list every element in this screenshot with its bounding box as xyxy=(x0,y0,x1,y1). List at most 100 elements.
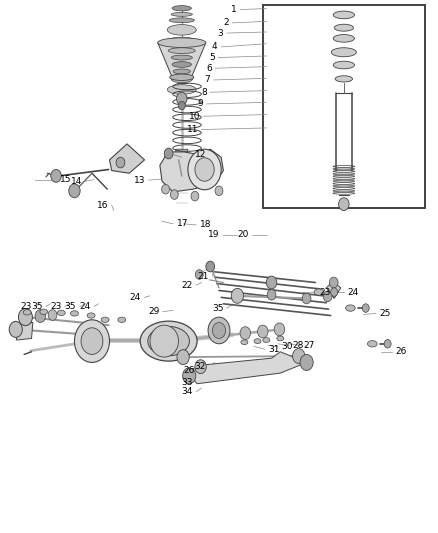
Circle shape xyxy=(188,149,221,190)
Ellipse shape xyxy=(170,74,194,80)
Text: 14: 14 xyxy=(71,177,82,185)
Circle shape xyxy=(231,288,244,303)
Ellipse shape xyxy=(167,25,196,35)
Circle shape xyxy=(300,354,313,370)
Text: 19: 19 xyxy=(208,230,220,239)
Circle shape xyxy=(267,289,276,300)
Circle shape xyxy=(170,190,178,199)
Circle shape xyxy=(195,270,203,279)
Circle shape xyxy=(208,317,230,344)
Circle shape xyxy=(18,309,32,326)
Circle shape xyxy=(206,261,215,272)
Polygon shape xyxy=(158,43,206,77)
Text: 24: 24 xyxy=(347,288,359,296)
Text: 10: 10 xyxy=(189,112,200,120)
Ellipse shape xyxy=(23,310,31,315)
Circle shape xyxy=(9,321,22,337)
Text: 2: 2 xyxy=(223,19,229,27)
Ellipse shape xyxy=(173,69,191,74)
Ellipse shape xyxy=(166,37,197,46)
Circle shape xyxy=(35,310,46,322)
Circle shape xyxy=(384,340,391,348)
Circle shape xyxy=(329,277,338,288)
Circle shape xyxy=(195,158,214,181)
Ellipse shape xyxy=(335,76,353,82)
Polygon shape xyxy=(160,149,223,192)
Circle shape xyxy=(177,350,189,365)
Text: 16: 16 xyxy=(97,201,108,209)
Circle shape xyxy=(323,291,332,302)
Circle shape xyxy=(212,322,226,338)
Ellipse shape xyxy=(367,341,377,347)
Ellipse shape xyxy=(241,340,248,345)
Text: 33: 33 xyxy=(181,378,193,387)
Text: 20: 20 xyxy=(237,230,248,239)
Ellipse shape xyxy=(40,309,48,314)
Polygon shape xyxy=(15,322,33,340)
Ellipse shape xyxy=(171,12,192,17)
Text: 21: 21 xyxy=(198,272,209,280)
Ellipse shape xyxy=(334,25,353,31)
Circle shape xyxy=(164,148,173,159)
Text: 8: 8 xyxy=(201,88,207,96)
Circle shape xyxy=(362,304,369,312)
Text: 26: 26 xyxy=(396,348,407,356)
Ellipse shape xyxy=(168,48,195,53)
Circle shape xyxy=(116,157,125,168)
Text: 15: 15 xyxy=(60,175,72,184)
Text: 9: 9 xyxy=(198,100,203,108)
Ellipse shape xyxy=(314,289,324,295)
Ellipse shape xyxy=(150,325,179,357)
Circle shape xyxy=(339,198,349,211)
Circle shape xyxy=(195,360,206,374)
Ellipse shape xyxy=(254,339,261,344)
Ellipse shape xyxy=(148,326,189,356)
Text: 4: 4 xyxy=(212,43,218,51)
Polygon shape xyxy=(176,149,188,176)
Text: 22: 22 xyxy=(181,281,193,289)
Ellipse shape xyxy=(57,310,65,316)
Ellipse shape xyxy=(331,48,357,56)
Circle shape xyxy=(69,184,80,198)
Ellipse shape xyxy=(333,11,354,19)
Ellipse shape xyxy=(140,321,197,361)
Circle shape xyxy=(266,276,277,289)
Text: 25: 25 xyxy=(379,309,391,318)
Text: 17: 17 xyxy=(177,220,188,228)
Text: 28: 28 xyxy=(293,341,304,350)
Circle shape xyxy=(48,310,57,320)
Text: 27: 27 xyxy=(304,341,315,350)
Ellipse shape xyxy=(158,38,206,47)
Text: 29: 29 xyxy=(148,308,159,316)
Ellipse shape xyxy=(169,18,194,23)
Text: 35: 35 xyxy=(65,302,76,311)
Polygon shape xyxy=(187,352,307,384)
Text: 31: 31 xyxy=(268,345,280,353)
Text: 24: 24 xyxy=(79,302,91,311)
Text: 23: 23 xyxy=(319,288,330,296)
Text: 34: 34 xyxy=(181,387,193,396)
Text: 26: 26 xyxy=(184,366,195,375)
Circle shape xyxy=(81,328,103,354)
Circle shape xyxy=(178,101,185,110)
Text: 5: 5 xyxy=(209,53,215,62)
Text: 30: 30 xyxy=(282,343,293,351)
Ellipse shape xyxy=(167,85,196,94)
Text: 24: 24 xyxy=(130,293,141,302)
Text: 35: 35 xyxy=(212,304,223,312)
Text: 6: 6 xyxy=(206,64,212,72)
Text: 1: 1 xyxy=(231,5,237,14)
Ellipse shape xyxy=(333,61,354,69)
Ellipse shape xyxy=(277,336,284,341)
Ellipse shape xyxy=(333,35,354,42)
Circle shape xyxy=(274,323,285,336)
Ellipse shape xyxy=(346,305,355,311)
Text: 23: 23 xyxy=(20,302,32,311)
Circle shape xyxy=(215,186,223,196)
Circle shape xyxy=(258,325,268,338)
Ellipse shape xyxy=(172,6,191,11)
Ellipse shape xyxy=(71,311,78,316)
Bar xyxy=(263,5,425,208)
Circle shape xyxy=(331,288,338,296)
Text: 35: 35 xyxy=(31,302,42,311)
